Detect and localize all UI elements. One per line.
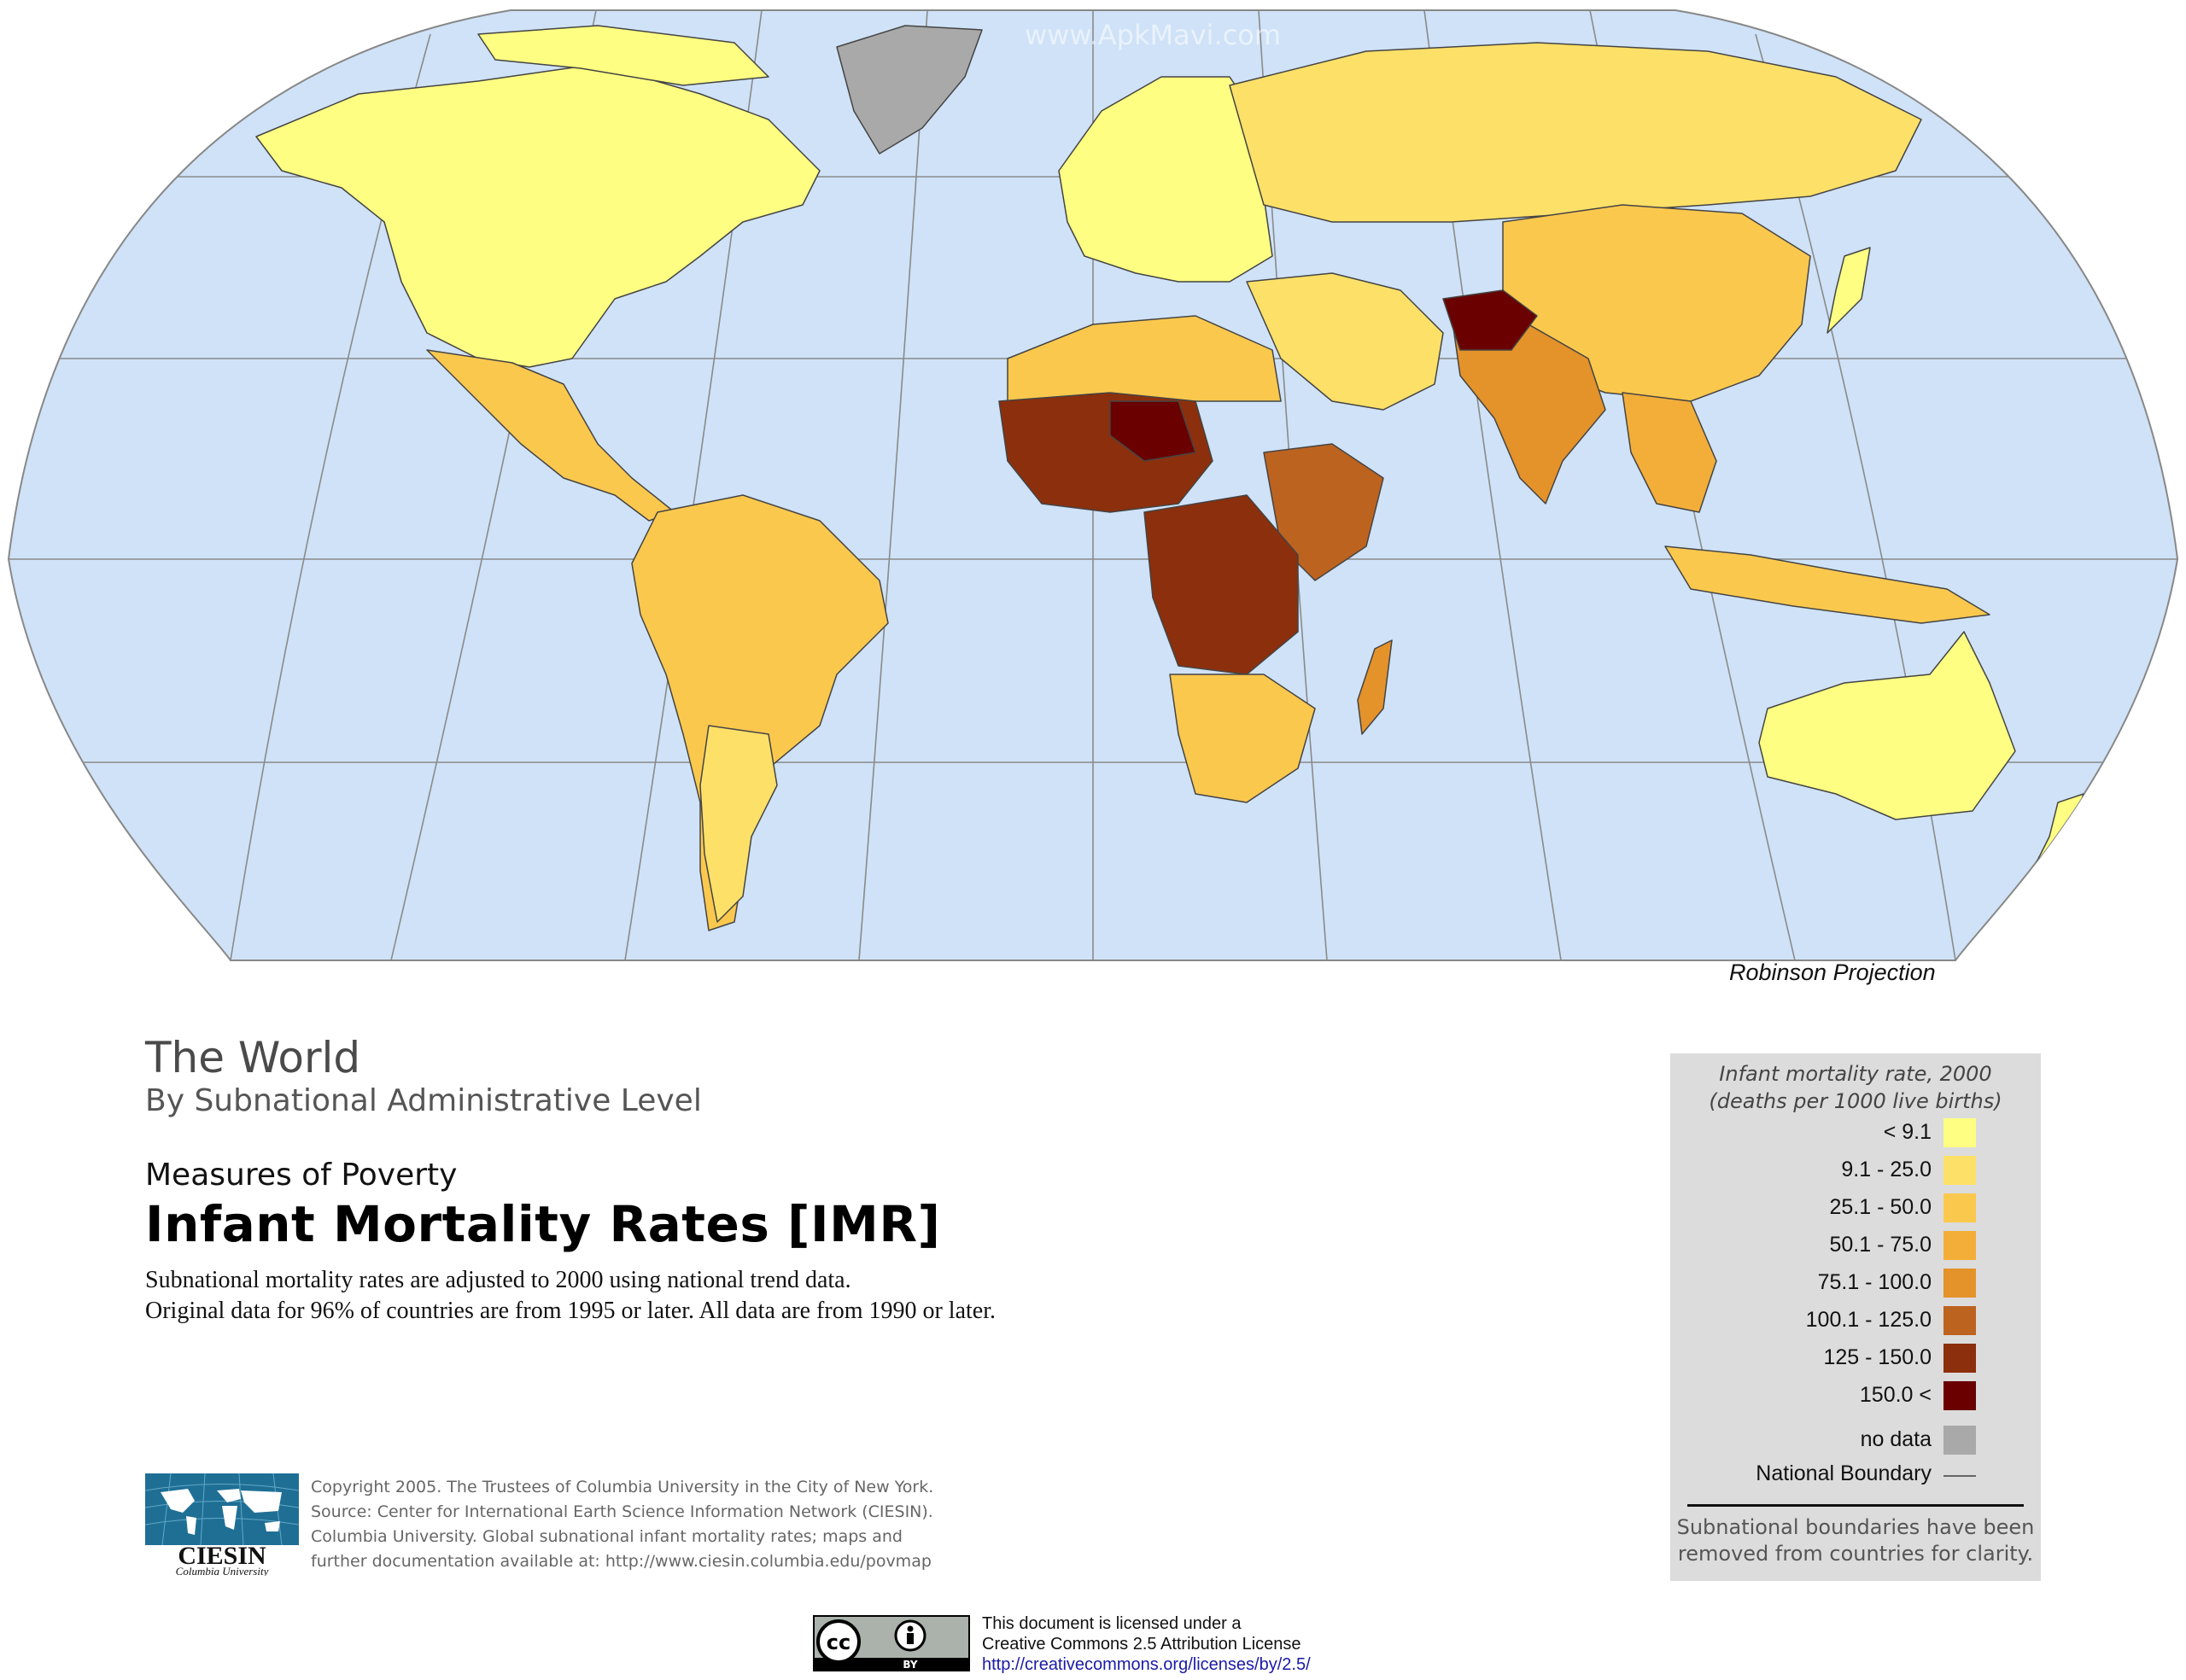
- copyright-line-3: Columbia University. Global subnational …: [311, 1527, 903, 1546]
- copyright-notice: Copyright 2005. The Trustees of Columbia…: [311, 1475, 933, 1574]
- legend-label: < 9.1: [1883, 1120, 1932, 1144]
- world-map: www.ApkMavi.com: [7, 9, 2179, 961]
- copyright-line-2: Source: Center for International Earth S…: [311, 1502, 933, 1521]
- legend-item: 9.1 - 25.0: [1670, 1156, 2041, 1187]
- legend-title: Infant mortality rate, 2000 (deaths per …: [1670, 1060, 2041, 1115]
- legend-note-line-2: removed from countries for clarity.: [1677, 1542, 2034, 1566]
- by-label: BY: [903, 1659, 917, 1671]
- southeast-asia-region: [1622, 392, 1717, 513]
- legend-label: 75.1 - 100.0: [1817, 1270, 1932, 1294]
- legend-title-line-1: Infant mortality rate, 2000: [1719, 1062, 1992, 1086]
- legend-label: 150.0 <: [1859, 1383, 1932, 1407]
- legend-label: 125 - 150.0: [1823, 1345, 1932, 1369]
- legend-swatch: [1943, 1231, 1976, 1260]
- license-line-1: This document is licensed under a: [982, 1614, 1242, 1633]
- legend-title-line-2: (deaths per 1000 live births): [1709, 1089, 2002, 1113]
- madagascar-region: [1357, 639, 1393, 735]
- watermark-text: www.ApkMavi.com: [1025, 19, 1281, 51]
- legend-item: 25.1 - 50.0: [1670, 1193, 2041, 1224]
- central-africa-region: [1143, 494, 1299, 675]
- legend: Infant mortality rate, 2000 (deaths per …: [1670, 1053, 2041, 1581]
- legend-swatch: [1943, 1426, 1976, 1455]
- southern-africa-region: [1169, 674, 1316, 803]
- map-description: Subnational mortality rates are adjusted…: [145, 1265, 996, 1327]
- license-text: This document is licensed under a Creati…: [982, 1613, 1311, 1675]
- legend-item: 125 - 150.0: [1670, 1344, 2041, 1374]
- indonesia-region: [1664, 545, 1990, 624]
- europe-region: [1058, 76, 1273, 283]
- cc-icon: [816, 1619, 861, 1664]
- legend-label: 100.1 - 125.0: [1805, 1308, 1932, 1332]
- legend-label: 25.1 - 50.0: [1829, 1195, 1932, 1219]
- legend-note-line-1: Subnational boundaries have been: [1676, 1515, 2035, 1539]
- legend-swatch: [1943, 1344, 1976, 1373]
- afghanistan-region: [1442, 289, 1538, 351]
- ciesin-logo-text: CIESIN: [178, 1542, 266, 1570]
- legend-item-no-data: no data: [1670, 1426, 2041, 1456]
- map-title: Infant Mortality Rates [IMR]: [145, 1195, 941, 1253]
- russia-region: [1229, 42, 1922, 223]
- legend-swatch: [1943, 1381, 1976, 1410]
- projection-label: Robinson Projection: [1729, 960, 1936, 985]
- creative-commons-badge[interactable]: cc BY: [813, 1615, 970, 1671]
- ciesin-logo-subtext: Columbia University: [176, 1565, 269, 1576]
- license-line-2: Creative Commons 2.5 Attribution License: [982, 1635, 1301, 1654]
- description-line-2: Original data for 96% of countries are f…: [145, 1298, 996, 1324]
- greenland-region: [836, 25, 983, 155]
- map-region-subtitle: By Subnational Administrative Level: [145, 1083, 702, 1118]
- series-kicker: Measures of Poverty: [145, 1158, 458, 1193]
- australia-region: [1758, 631, 2016, 820]
- copyright-line-1: Copyright 2005. The Trustees of Columbia…: [311, 1478, 934, 1496]
- legend-label: National Boundary: [1756, 1461, 1932, 1485]
- south-asia-region: [1451, 315, 1606, 505]
- legend-item: 75.1 - 100.0: [1670, 1269, 2041, 1299]
- legend-label: 9.1 - 25.0: [1841, 1158, 1932, 1181]
- legend-item: < 9.1: [1670, 1118, 2041, 1149]
- legend-swatch: [1943, 1269, 1976, 1298]
- legend-swatch: [1943, 1156, 1976, 1185]
- map-region-title: The World: [145, 1033, 361, 1082]
- japan-region: [1827, 247, 1871, 334]
- cc-icon-label: cc: [827, 1630, 850, 1654]
- title-block: The World By Subnational Administrative …: [145, 1033, 702, 1120]
- land: [255, 25, 2084, 931]
- legend-swatch: [1943, 1193, 1976, 1222]
- legend-note: Subnational boundaries have been removed…: [1670, 1514, 2041, 1567]
- legend-divider: [1687, 1504, 2024, 1507]
- legend-label: no data: [1860, 1427, 1932, 1451]
- boundary-line-symbol: [1943, 1475, 1976, 1477]
- arctic-canada-region: [477, 25, 769, 86]
- niger-region: [1109, 400, 1196, 462]
- description-line-1: Subnational mortality rates are adjusted…: [145, 1267, 851, 1293]
- southern-cone-region: [699, 725, 778, 923]
- legend-item-boundary: National Boundary: [1670, 1460, 2041, 1490]
- legend-item: 100.1 - 125.0: [1670, 1306, 2041, 1337]
- legend-item: 150.0 <: [1670, 1381, 2041, 1412]
- legend-swatch: [1943, 1306, 1976, 1335]
- ciesin-logo: CIESIN Columbia University: [145, 1473, 299, 1576]
- legend-swatch: [1943, 1118, 1976, 1147]
- middle-east-region: [1246, 272, 1444, 411]
- copyright-line-4: further documentation available at: http…: [311, 1552, 932, 1571]
- license-link[interactable]: http://creativecommons.org/licenses/by/2…: [982, 1655, 1311, 1674]
- legend-item: 50.1 - 75.0: [1670, 1231, 2041, 1262]
- legend-label: 50.1 - 75.0: [1829, 1233, 1932, 1257]
